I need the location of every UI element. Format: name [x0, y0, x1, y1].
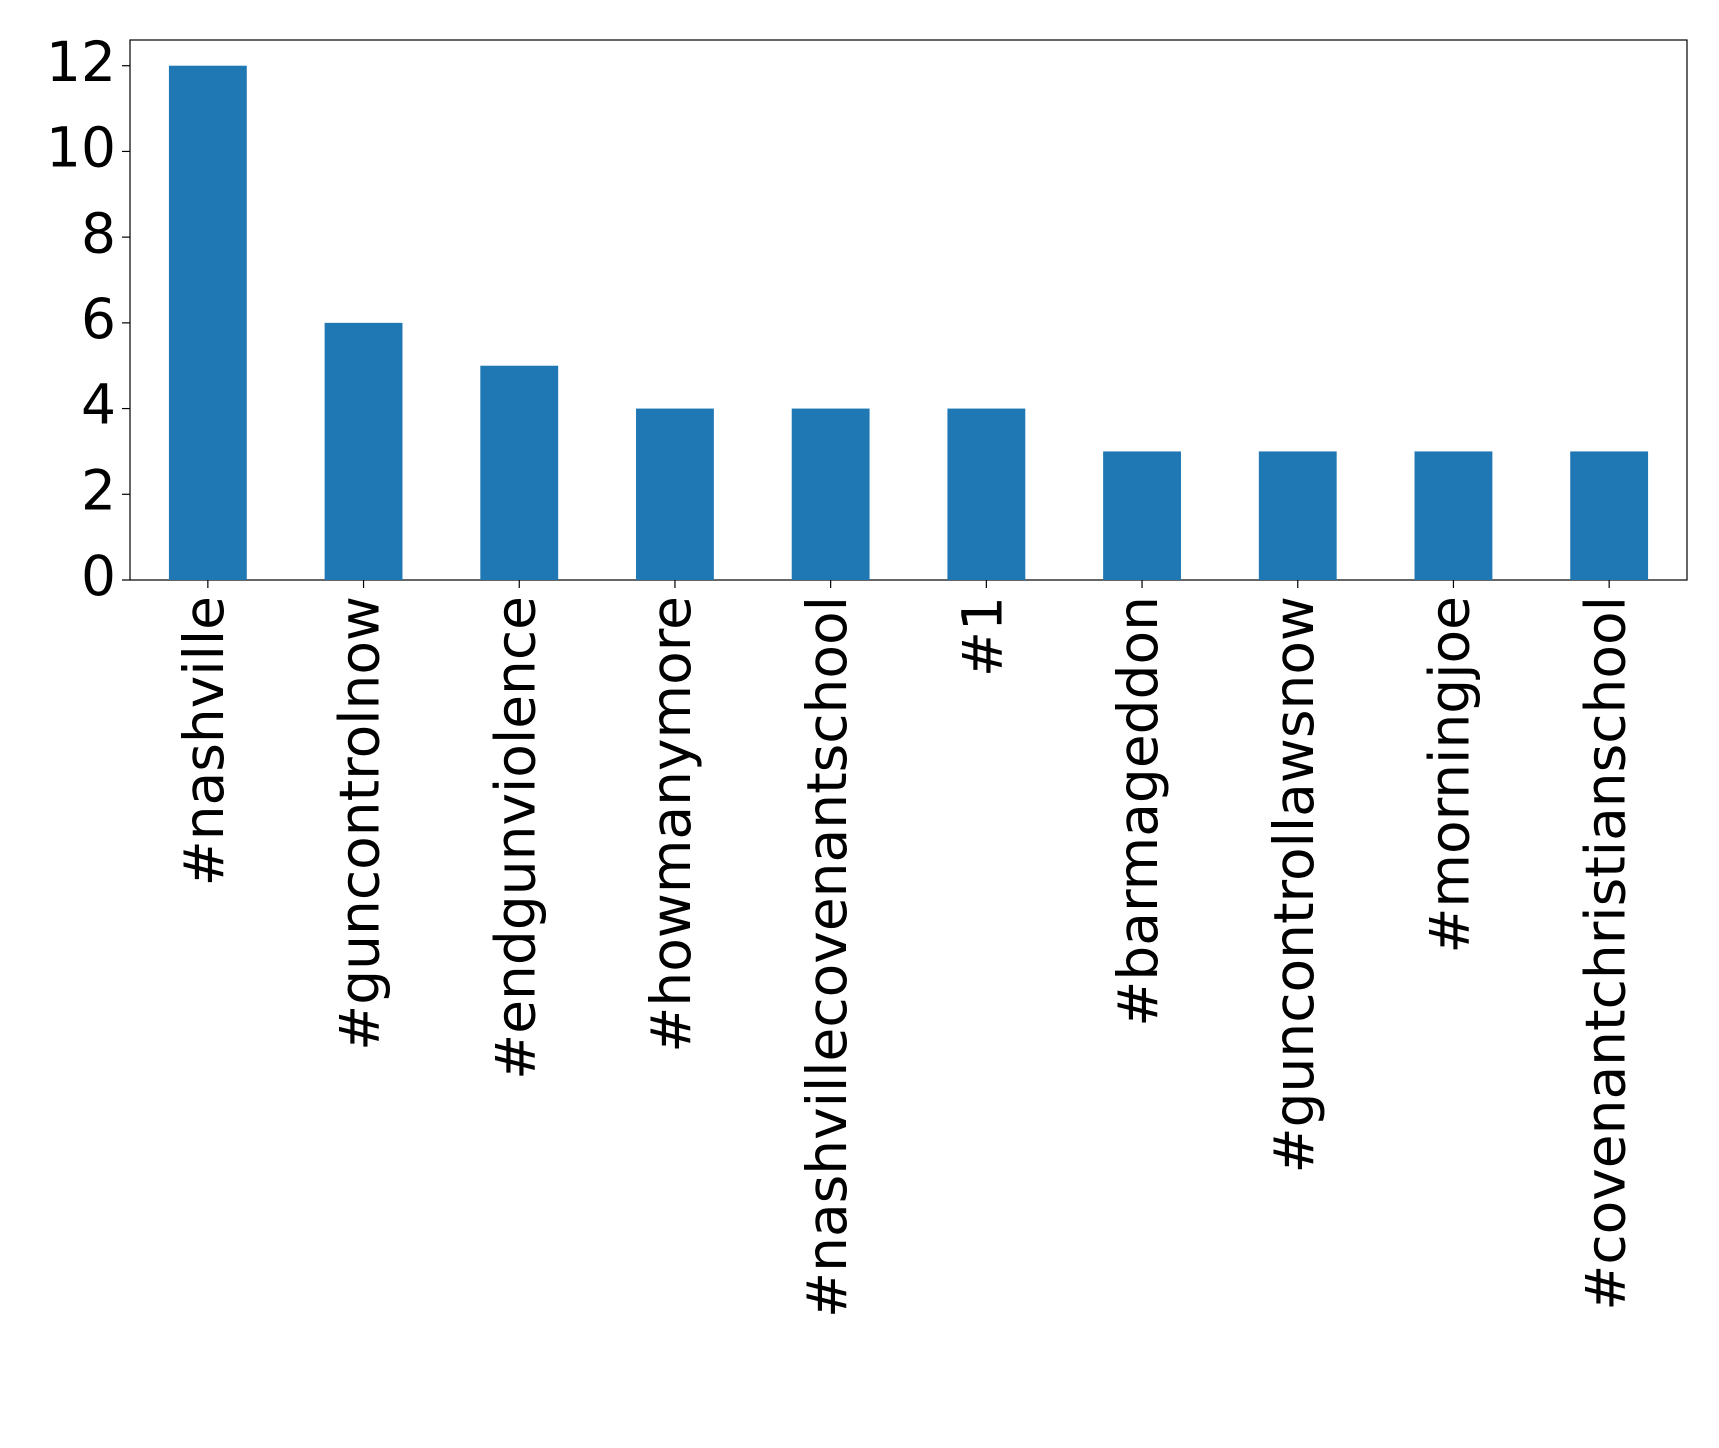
x-tick-label: #barmageddon: [1106, 596, 1170, 1027]
x-tick-label: #morningjoe: [1418, 596, 1482, 954]
y-tick-label: 2: [81, 458, 116, 522]
x-tick-label: #1: [950, 596, 1014, 677]
bar: [1414, 451, 1493, 580]
bar: [791, 408, 870, 580]
y-tick-label: 0: [81, 544, 116, 608]
y-tick-label: 6: [81, 287, 116, 351]
bar: [947, 408, 1026, 580]
y-tick-label: 12: [46, 30, 116, 94]
x-tick-label: #guncontrolnow: [328, 596, 392, 1051]
x-tick-label: #endgunviolence: [483, 596, 547, 1080]
bar: [1103, 451, 1181, 580]
y-tick-label: 10: [46, 116, 116, 180]
plot-frame: [129, 39, 1688, 581]
x-tick-label: #nashville: [172, 596, 236, 886]
x-tick-label: #guncontrollawsnow: [1262, 596, 1326, 1173]
bar: [636, 408, 714, 580]
bar: [168, 65, 247, 580]
x-tick-label: #howmanymore: [639, 596, 703, 1053]
x-tick-label: #covenantchristianschool: [1573, 596, 1637, 1311]
bar: [1258, 451, 1337, 580]
y-tick-label: 4: [81, 373, 116, 437]
bar: [1570, 451, 1649, 580]
bar: [480, 365, 559, 580]
x-tick-label: #nashvillecovenantschool: [795, 596, 859, 1318]
y-tick-label: 8: [81, 201, 116, 265]
bar: [324, 322, 403, 580]
